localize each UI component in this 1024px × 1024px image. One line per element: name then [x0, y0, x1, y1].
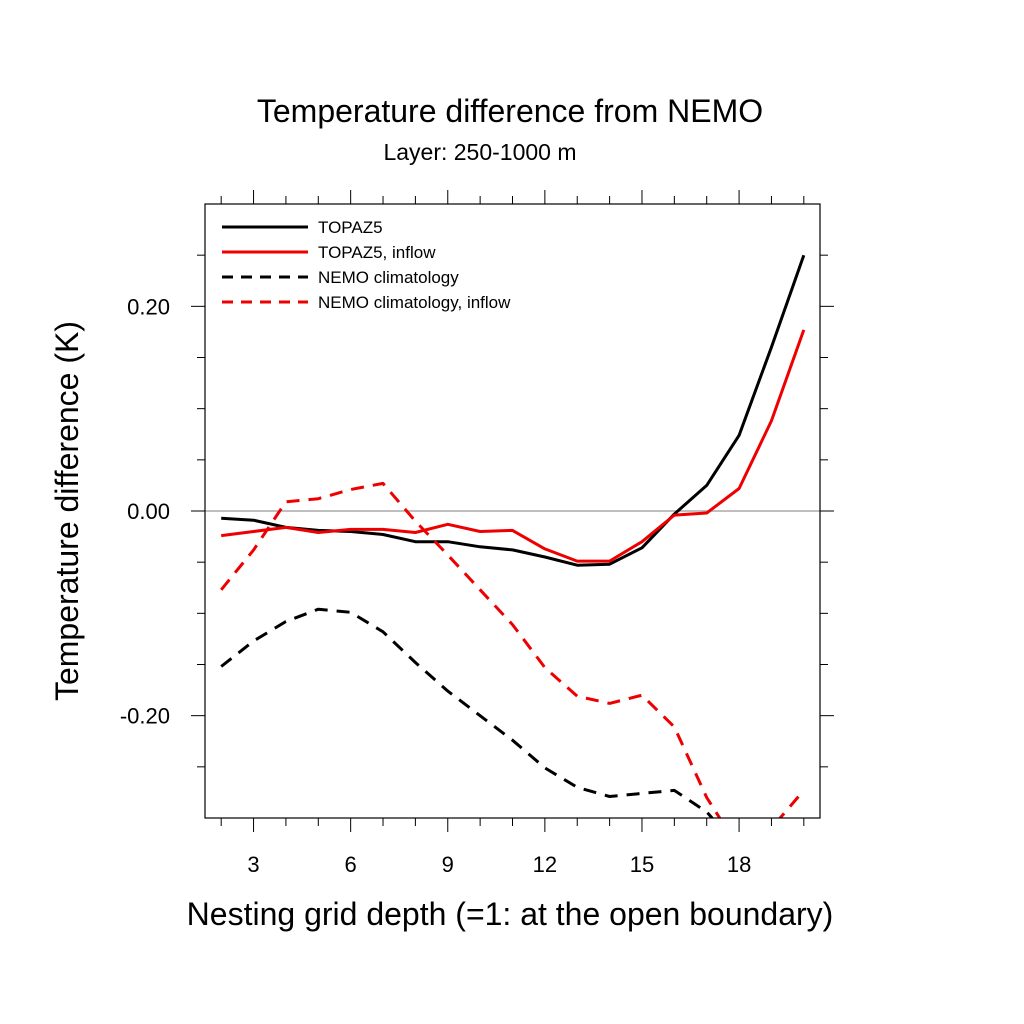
series-line-3	[220, 607, 715, 818]
y-tick-labels: -0.20 0.00 0.20	[120, 294, 170, 728]
x-tick-labels: 3 6 9 12 15 18	[247, 852, 751, 877]
x-axis-title: Nesting grid depth (=1: at the open boun…	[187, 896, 834, 932]
series-line-4	[220, 481, 805, 818]
legend: TOPAZ5 TOPAZ5, inflow NEMO climatology NEMO…	[222, 218, 511, 312]
x-tick-label: 3	[247, 852, 259, 877]
x-tick-label: 6	[345, 852, 357, 877]
y-tick-label: 0.20	[127, 294, 170, 319]
series-line-1	[221, 254, 806, 567]
x-tick-label: 9	[442, 852, 454, 877]
series-line-2	[221, 329, 806, 563]
y-tick-label: 0.00	[127, 499, 170, 524]
chart-title: Temperature difference from NEMO	[257, 93, 763, 129]
x-tick-label: 18	[727, 852, 751, 877]
x-tick-label: 12	[533, 852, 557, 877]
chart-subtitle: Layer: 250-1000 m	[383, 139, 576, 165]
y-tick-label: -0.20	[120, 704, 170, 729]
x-tick-label: 15	[630, 852, 654, 877]
plot-frame	[204, 203, 821, 819]
legend-label-2: TOPAZ5, inflow	[318, 243, 436, 262]
legend-label-4: NEMO climatology, inflow	[318, 293, 511, 312]
axis-ticks	[191, 190, 834, 832]
series-lines	[220, 254, 806, 818]
legend-label-3: NEMO climatology	[318, 268, 459, 287]
y-axis-title: Temperature difference (K)	[49, 321, 85, 701]
legend-label-1: TOPAZ5	[318, 218, 383, 237]
